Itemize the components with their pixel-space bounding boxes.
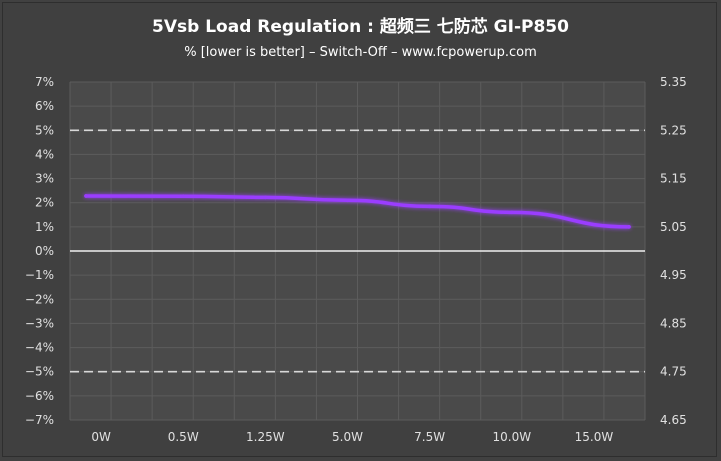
- x-tick-label: 5.0W: [332, 430, 363, 444]
- y-right-tick-label: 4.95: [660, 268, 687, 282]
- y-left-tick-label: −1%: [25, 268, 54, 282]
- y-left-tick-label: 7%: [35, 75, 54, 89]
- y-left-tick-label: 4%: [35, 147, 54, 161]
- y-left-tick-label: −3%: [25, 316, 54, 330]
- y-right-tick-label: 4.65: [660, 413, 687, 427]
- y-right-tick-label: 5.35: [660, 75, 687, 89]
- x-tick-label: 10.0W: [492, 430, 531, 444]
- y-left-tick-label: −7%: [25, 413, 54, 427]
- series-point: [627, 225, 631, 229]
- chart-subtitle: % [lower is better] – Switch-Off – www.f…: [184, 45, 537, 60]
- y-left-tick-label: 0%: [35, 244, 54, 258]
- series-point: [263, 195, 268, 200]
- y-right-tick-label: 5.15: [660, 172, 687, 186]
- series-point: [509, 210, 514, 215]
- chart-title: 5Vsb Load Regulation : 超频三 七防芯 GI-P850: [152, 17, 569, 37]
- y-left-tick-label: 2%: [35, 196, 54, 210]
- y-left-tick-label: 1%: [35, 220, 54, 234]
- y-left-tick-label: 3%: [35, 172, 54, 186]
- series-point: [345, 198, 350, 203]
- y-left-tick-label: −2%: [25, 292, 54, 306]
- x-tick-label: 7.5W: [414, 430, 445, 444]
- y-right-tick-label: 5.05: [660, 220, 687, 234]
- series-point: [427, 204, 432, 209]
- y-left-tick-label: 5%: [35, 123, 54, 137]
- y-right-tick-label: 4.75: [660, 365, 687, 379]
- x-tick-label: 0W: [91, 430, 111, 444]
- y-left-tick-label: 6%: [35, 99, 54, 113]
- series-point: [84, 194, 88, 198]
- y-left-tick-label: −4%: [25, 341, 54, 355]
- y-right-tick-label: 5.25: [660, 123, 687, 137]
- y-right-tick-label: 4.85: [660, 316, 687, 330]
- x-tick-label: 1.25W: [246, 430, 285, 444]
- x-tick-label: 15.0W: [575, 430, 614, 444]
- series-point: [181, 194, 186, 198]
- x-tick-label: 0.5W: [168, 430, 199, 444]
- y-left-tick-label: −6%: [25, 389, 54, 403]
- y-left-tick-label: −5%: [25, 365, 54, 379]
